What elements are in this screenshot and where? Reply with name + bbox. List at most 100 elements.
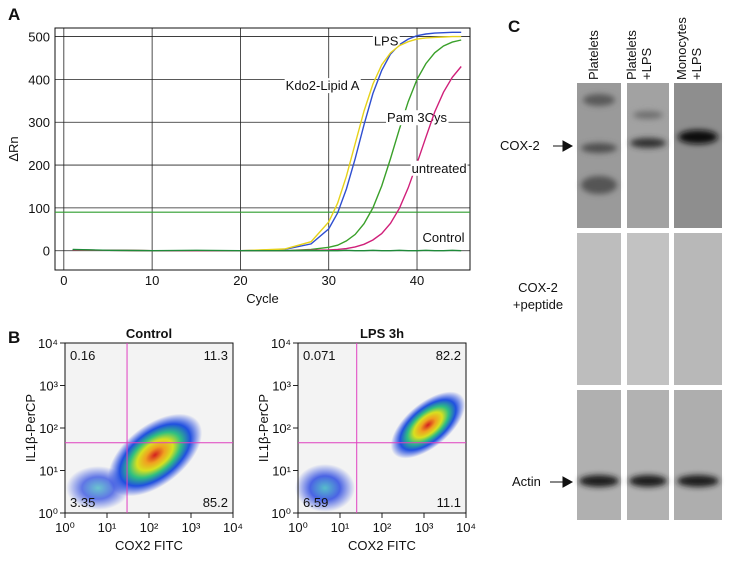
plot-frame xyxy=(64,342,234,514)
series-label: LPS xyxy=(374,34,399,49)
y-tick-label: 10⁴ xyxy=(38,336,58,351)
series-label: Kdo2-Lipid A xyxy=(286,78,360,93)
x-tick-label: 30 xyxy=(321,273,335,288)
column-header: +LPS xyxy=(689,48,704,80)
x-tick-label: 10² xyxy=(140,520,159,535)
x-tick-label: 10² xyxy=(373,520,392,535)
blot-lane xyxy=(674,390,722,520)
series-label: Control xyxy=(423,230,465,245)
blot-band xyxy=(630,138,666,148)
x-tick-label: 20 xyxy=(233,273,247,288)
y-tick-label: 400 xyxy=(28,72,50,87)
y-tick-label: 500 xyxy=(28,30,50,45)
quadrant-percent: 11.1 xyxy=(437,495,461,510)
blot-lane xyxy=(577,390,621,520)
label-bg xyxy=(386,110,449,126)
x-tick-label: 10³ xyxy=(415,520,434,535)
y-tick-label: 10⁴ xyxy=(271,336,291,351)
blot-band xyxy=(677,475,719,487)
y-tick-label: 10⁰ xyxy=(38,506,58,521)
quadrant-percent: 82.2 xyxy=(436,348,461,363)
blot-band xyxy=(581,176,617,194)
quadrant-percent: 0.071 xyxy=(303,348,336,363)
blot-band xyxy=(678,130,718,144)
x-axis-label: COX2 FITC xyxy=(115,538,183,553)
x-axis-label: Cycle xyxy=(246,291,279,306)
x-tick-label: 10⁴ xyxy=(223,520,243,535)
blot-band xyxy=(633,111,663,119)
y-tick-label: 0 xyxy=(43,244,50,259)
series-line xyxy=(72,66,462,252)
x-tick-label: 10¹ xyxy=(98,520,117,535)
x-tick-label: 10 xyxy=(145,273,159,288)
quadrant-percent: 6.59 xyxy=(303,495,328,510)
quadrant-percent: 11.3 xyxy=(204,348,228,363)
quadrant-percent: 85.2 xyxy=(203,495,228,510)
x-tick-label: 10⁴ xyxy=(456,520,476,535)
blot-band xyxy=(629,475,667,487)
row-label: COX-2 xyxy=(518,280,558,295)
label-bg xyxy=(421,230,466,246)
y-axis-label: IL1β-PerCP xyxy=(23,394,38,462)
blot-band xyxy=(581,143,617,153)
panel-label: B xyxy=(8,328,20,347)
series-line xyxy=(72,31,462,252)
quadrant-percent: 0.16 xyxy=(70,348,95,363)
y-tick-label: 10¹ xyxy=(272,464,291,479)
y-tick-label: 10³ xyxy=(39,379,58,394)
panel-label: C xyxy=(508,17,520,36)
x-tick-label: 0 xyxy=(60,273,67,288)
blot-lane xyxy=(674,83,722,228)
x-tick-label: 10³ xyxy=(182,520,201,535)
column-header: Platelets xyxy=(586,30,601,80)
y-tick-label: 10⁰ xyxy=(271,506,291,521)
quadrant-percent: 3.35 xyxy=(70,495,95,510)
series-label: Pam 3Cys xyxy=(387,110,447,125)
series-line xyxy=(72,35,462,252)
y-tick-label: 10¹ xyxy=(39,464,58,479)
blot-lane xyxy=(627,233,669,385)
row-label: Actin xyxy=(512,474,541,489)
label-bg xyxy=(410,160,468,176)
blot: Platelets Platelets +LPS Monocytes +LPS … xyxy=(500,17,722,520)
blot-band xyxy=(583,94,615,106)
y-axis-label: ΔRn xyxy=(6,136,21,161)
column-header: Monocytes xyxy=(674,17,689,80)
x-axis-label: COX2 FITC xyxy=(348,538,416,553)
blot-lane xyxy=(627,390,669,520)
blot-lane xyxy=(577,83,621,228)
plot-frame xyxy=(297,342,467,514)
y-tick-label: 10² xyxy=(272,421,291,436)
plot-title: LPS 3h xyxy=(360,326,404,341)
y-tick-label: 10² xyxy=(39,421,58,436)
column-header: Platelets xyxy=(624,30,639,80)
density-cloud xyxy=(107,413,203,497)
row-label: +peptide xyxy=(513,297,563,312)
series-line xyxy=(72,248,462,252)
x-tick-label: 40 xyxy=(410,273,424,288)
y-tick-label: 100 xyxy=(28,201,50,216)
y-axis-label: IL1β-PerCP xyxy=(256,394,271,462)
plot-frame xyxy=(54,27,471,271)
row-label: COX-2 xyxy=(500,138,540,153)
blot-lane xyxy=(627,83,669,228)
arrow xyxy=(550,476,574,488)
blot-band xyxy=(579,475,619,487)
panel-label: A xyxy=(8,5,20,24)
blot-lane xyxy=(577,233,621,385)
density-cloud xyxy=(390,391,466,459)
label-bg xyxy=(284,78,361,94)
x-tick-label: 10⁰ xyxy=(288,520,308,535)
series-line xyxy=(72,39,462,252)
label-bg xyxy=(372,33,400,49)
density-cloud xyxy=(295,464,355,512)
x-tick-label: 10⁰ xyxy=(55,520,75,535)
y-tick-label: 200 xyxy=(28,158,50,173)
y-tick-label: 300 xyxy=(28,115,50,130)
series-label: untreated xyxy=(412,161,467,176)
arrow xyxy=(553,140,574,152)
column-header: +LPS xyxy=(639,48,654,80)
plot-title: Control xyxy=(126,326,172,341)
x-tick-label: 10¹ xyxy=(331,520,350,535)
